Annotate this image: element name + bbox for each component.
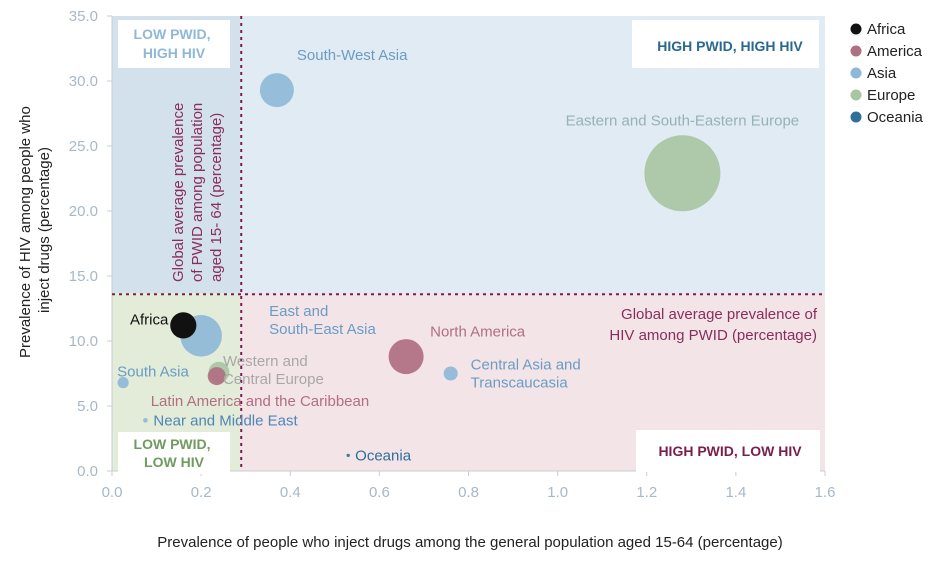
quadrant-box-top-left [118,20,230,68]
quadrant-box-top-right [632,20,819,68]
label-south-asia-line: South Asia [117,364,189,381]
y-tick-label: 0.0 [77,463,98,480]
quadrant-box-bottom-left [118,432,230,474]
legend-swatch-oceania [850,111,862,123]
legend-swatch-asia [850,67,862,79]
y-tick-label: 25.0 [69,138,98,155]
x-tick-label: 1.4 [725,484,746,501]
label-western-central-europe-line: Western and [223,353,308,370]
bubble-south-west-asia [259,73,294,108]
label-north-america-line: North America [430,324,526,341]
label-latin-america-caribbean: Latin America and the Caribbean [151,393,369,410]
global-hiv-reference-label: Global average prevalence of HIV among PW… [609,306,817,344]
x-tick-label: 0.2 [191,484,212,501]
x-tick-label: 0.8 [458,484,479,501]
label-latin-america-caribbean-line: Latin America and the Caribbean [151,393,369,410]
legend-label-oceania: Oceania [867,109,924,126]
label-near-middle-east: Near and Middle East [153,412,298,429]
y-tick-label: 10.0 [69,333,98,350]
label-africa-line: Africa [130,311,169,328]
label-eastern-south-eastern-europe-line: Eastern and South-Eastern Europe [566,112,799,129]
bubble-north-america [388,339,424,375]
bubble-oceania [346,453,350,458]
x-tick-label: 0.4 [280,484,301,501]
quadrant-label-bottom-right: HIGH PWID, LOW HIV [658,443,802,459]
bubble-south-asia [117,376,129,389]
x-tick-label: 0.6 [369,484,390,501]
label-east-south-east-asia: East and South-East Asia [269,303,376,338]
label-near-middle-east-line: Near and Middle East [153,412,298,429]
label-south-west-asia-line: South-West Asia [297,47,408,64]
label-western-central-europe-line: Central Europe [223,371,324,388]
global-hiv-reference-label-line: Global average prevalence of [621,306,818,323]
legend-swatch-america [850,45,862,57]
quadrant-label-top-right: HIGH PWID, HIGH HIV [657,38,803,54]
legend-label-africa: Africa [867,21,906,38]
global-pwid-reference-label-line: of PWID among population [189,103,206,282]
bubble-near-middle-east [143,417,148,423]
y-tick-label: 30.0 [69,73,98,90]
bubble-africa [170,312,197,339]
label-oceania: Oceania [355,447,412,464]
label-south-asia: South Asia [117,364,189,381]
label-central-asia-transcaucasia-line: Central Asia and [471,357,581,374]
quadrant-label-bottom-left: LOW PWID, LOW HIV [134,436,215,470]
bubble-eastern-south-eastern-europe [644,135,721,212]
bubble-central-asia-transcaucasia [443,366,458,381]
quadrant-box-bottom-right [636,430,820,472]
legend: Africa America Asia Europe Oceania [850,21,924,126]
y-tick-label: 15.0 [69,268,98,285]
global-hiv-reference-label-line: HIV among PWID (percentage) [609,327,817,344]
quadrant-label-top-left: LOW PWID, HIGH HIV [134,26,215,61]
x-tick-label: 1.6 [815,484,836,501]
y-tick-label: 35.0 [69,8,98,25]
label-central-asia-transcaucasia: Central Asia and Transcaucasia [471,357,581,392]
x-axis-title: Prevalence of people who inject drugs am… [157,534,782,551]
x-axis-ticks: 0.0 0.2 0.4 0.6 0.8 1.0 1.2 1.4 1.6 [102,471,836,501]
global-pwid-reference-label-line: Global average prevalence [170,103,187,282]
global-pwid-reference-label-line: aged 15- 64 (percentage) [208,113,225,282]
y-axis-ticks: 0.0 5.0 10.0 15.0 20.0 25.0 30.0 35.0 [69,8,112,480]
label-western-central-europe: Western and Central Europe [223,353,324,388]
legend-label-america: America [867,43,923,60]
label-east-south-east-asia-line: East and [269,303,328,320]
y-axis-title: Prevalence of HIV among people who injec… [17,102,53,358]
label-eastern-south-eastern-europe: Eastern and South-Eastern Europe [566,112,799,129]
x-tick-label: 1.2 [636,484,657,501]
legend-label-asia: Asia [867,65,897,82]
legend-swatch-africa [850,23,862,35]
y-tick-label: 5.0 [77,398,98,415]
y-tick-label: 20.0 [69,203,98,220]
x-tick-label: 0.0 [102,484,123,501]
label-east-south-east-asia-line: South-East Asia [269,321,376,338]
bubbles-layer [117,73,721,458]
label-north-america: North America [430,324,526,341]
legend-label-europe: Europe [867,87,915,104]
global-pwid-reference-label: Global average prevalence of PWID among p… [170,103,225,282]
point-labels-layer: South-West Asia Eastern and South-Eastern… [117,47,799,464]
label-central-asia-transcaucasia-line: Transcaucasia [471,375,569,392]
label-oceania-line: Oceania [355,447,412,464]
x-tick-label: 1.0 [547,484,568,501]
label-south-west-asia: South-West Asia [297,47,408,64]
label-africa: Africa [130,311,169,328]
legend-swatch-europe [850,89,862,101]
bubble-latin-america-caribbean [207,367,226,386]
